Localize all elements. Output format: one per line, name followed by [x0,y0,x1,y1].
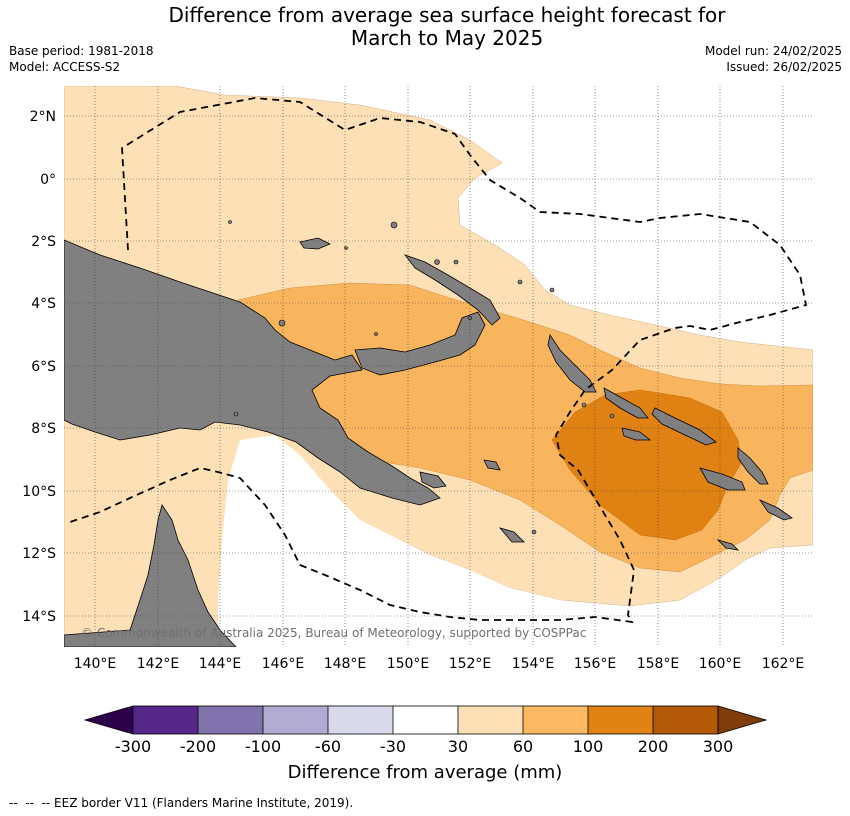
lon-label-148e: 148°E [324,656,367,672]
lat-label-0: 0° [40,172,56,188]
map-area: © Commonwealth of Australia 2025, Bureau… [64,86,813,647]
land-new-guinea [64,239,441,506]
land-solomon-makira [758,499,793,521]
eez-legend-note: -- -- -- EEZ border V11 (Flanders Marine… [9,796,354,810]
colorbar-swatch-1 [133,706,198,734]
lat-label-10s: 10°S [22,484,56,500]
lon-label-158e: 158°E [637,656,680,672]
model-run: Model run: 24/02/2025 [704,44,842,58]
colorbar-swatch-9 [653,706,718,734]
lat-label-2n: 2°N [30,109,56,125]
lon-label-162e: 162°E [762,656,805,672]
lat-label-6s: 6°S [31,359,56,375]
lon-label-152e: 152°E [449,656,492,672]
land-solomon-choiseul [603,387,649,419]
colorbar-label--100: -100 [245,737,281,756]
land-woodlark [483,459,501,471]
lat-label-12s: 12°S [22,546,56,562]
lat-label-2s: 2°S [31,234,56,250]
land-bougainville [547,333,597,393]
latitude-labels: 2°N 0° 2°S 4°S 6°S 8°S 10°S 12°S 14°S [22,109,56,625]
colorbar-extend-high [717,705,768,735]
colorbar-extend-low [83,705,134,735]
colorbar-swatch-5 [393,706,458,734]
eez-border [69,97,808,624]
land-rennell [716,539,740,551]
chart-title: Difference from average sea surface heig… [0,4,850,50]
longitude-labels: 140°E 142°E 144°E 146°E 148°E 150°E 152°… [74,656,805,672]
lon-label-154e: 154°E [512,656,555,672]
colorbar-label--300: -300 [115,737,151,756]
colorbar-label--60: -60 [315,737,341,756]
lat-label-8s: 8°S [31,421,56,437]
issued-date: Issued: 26/02/2025 [726,60,842,74]
lat-label-4s: 4°S [31,296,56,312]
land-dentrecasteaux [419,471,447,489]
lon-label-160e: 160°E [699,656,742,672]
colorbar-swatch-7 [523,706,588,734]
anomaly-neutral-coral-sea [218,435,600,647]
colorbar-swatch-3 [263,706,328,734]
colorbar-swatch-8 [588,706,653,734]
meta-right: Model run: 24/02/2025 Issued: 26/02/2025 [705,43,842,75]
colorbar-label-300: 300 [703,737,734,756]
land-solomon-new-georgia [621,427,652,441]
land-solomon-santa-isabel [651,407,717,446]
meta-left: Base period: 1981-2018 Model: ACCESS-S2 [9,43,154,75]
lon-label-142e: 142°E [137,656,180,672]
land-new-britain [354,311,486,376]
colorbar-label-30: 30 [448,737,468,756]
copyright-watermark: © Commonwealth of Australia 2025, Bureau… [81,626,586,640]
colorbar-label--30: -30 [380,737,406,756]
title-line-1: Difference from average sea surface heig… [168,3,726,27]
graticule [64,86,813,647]
lon-label-144e: 144°E [199,656,242,672]
land-new-ireland [403,254,501,326]
colorbar-label--200: -200 [180,737,216,756]
land-solomon-malaita [737,447,769,485]
model-name: Model: ACCESS-S2 [9,60,121,74]
colorbar-label-100: 100 [573,737,604,756]
colorbar: -300 -200 -100 -60 -30 30 60 100 200 300… [83,705,768,783]
land-solomon-guadalcanal [699,467,746,491]
colorbar-swatch-4 [328,706,393,734]
base-period: Base period: 1981-2018 [9,44,154,58]
land-louisiade [498,527,525,543]
colorbar-label-200: 200 [638,737,669,756]
lon-label-150e: 150°E [387,656,430,672]
colorbar-tick-labels: -300 -200 -100 -60 -30 30 60 100 200 300 [115,737,733,756]
colorbar-dividers [197,706,654,734]
small-islets [228,220,615,535]
lon-label-146e: 146°E [262,656,305,672]
lon-label-156e: 156°E [574,656,617,672]
title-line-2: March to May 2025 [350,26,544,50]
colorbar-swatch-6 [458,706,523,734]
colorbar-frame [132,705,719,735]
lon-label-140e: 140°E [74,656,117,672]
colorbar-label-60: 60 [513,737,533,756]
colorbar-title: Difference from average (mm) [288,762,563,783]
land-cape-york [64,504,237,647]
lat-label-14s: 14°S [22,609,56,625]
colorbar-swatch-2 [198,706,263,734]
